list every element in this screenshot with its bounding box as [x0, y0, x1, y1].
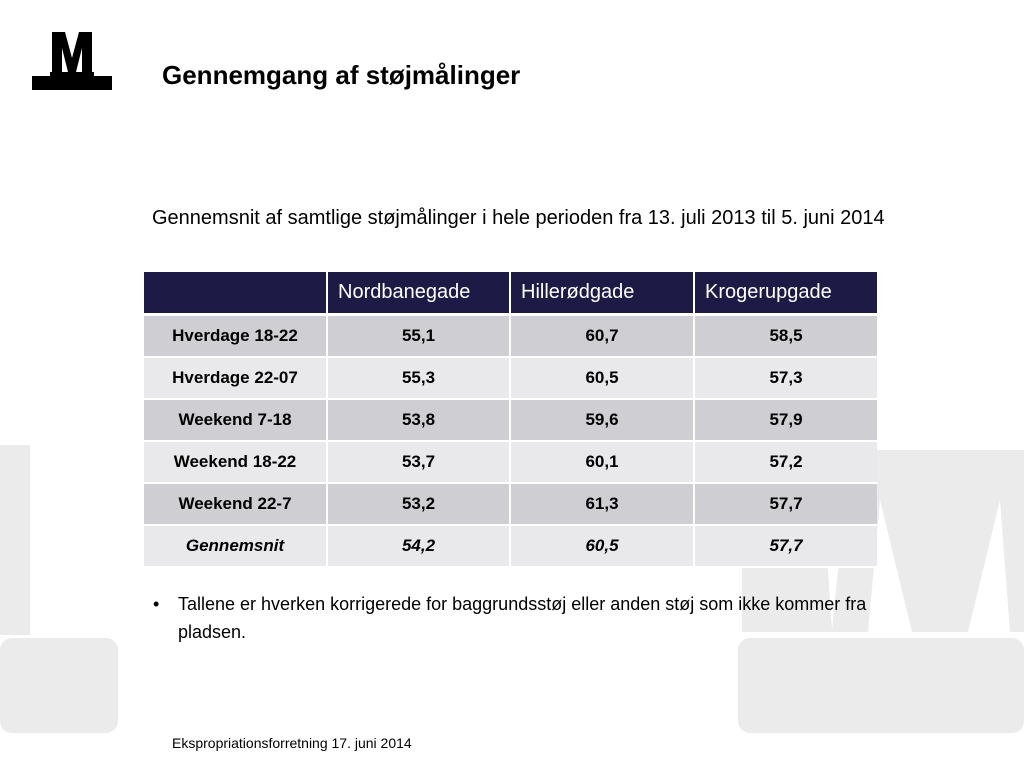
table-header-row: Nordbanegade Hillerødgade Krogerupgade	[144, 272, 877, 316]
table-cell: 61,3	[510, 483, 695, 526]
noise-measurement-table: Nordbanegade Hillerødgade Krogerupgade H…	[144, 272, 877, 568]
slide-footer: Ekspropriationsforretning 17. juni 2014	[172, 735, 412, 751]
table-cell: 60,5	[510, 357, 695, 400]
average-cell: 60,5	[510, 524, 695, 568]
table-cell: 60,1	[510, 441, 695, 484]
row-label: Weekend 18-22	[144, 441, 328, 484]
table-cell: 55,3	[327, 357, 511, 400]
table-cell: 59,6	[510, 399, 695, 442]
metro-m-logo	[32, 32, 112, 90]
table-cell: 55,1	[327, 314, 511, 358]
average-cell: 57,7	[694, 524, 877, 568]
table-row: Hverdage 18-22 55,1 60,7 58,5	[144, 314, 877, 358]
page-title: Gennemgang af støjmålinger	[162, 60, 521, 90]
table-cell: 53,8	[327, 399, 511, 442]
table-cell: 57,9	[694, 399, 877, 442]
average-row: Gennemsnit 54,2 60,5 57,7	[144, 524, 877, 568]
row-label: Weekend 7-18	[144, 399, 328, 442]
table-cell: 53,2	[327, 483, 511, 526]
average-label: Gennemsnit	[144, 524, 328, 568]
table-row: Weekend 7-18 53,8 59,6 57,9	[144, 399, 877, 442]
row-label: Weekend 22-7	[144, 483, 328, 526]
bullet-point-icon: •	[153, 594, 160, 614]
bullet-note: • Tallene er hverken korrigerede for bag…	[153, 590, 873, 646]
table-cell: 58,5	[694, 314, 877, 358]
table-cell: 57,2	[694, 441, 877, 484]
header-krogerupgade: Krogerupgade	[694, 272, 877, 316]
table-row: Weekend 18-22 53,7 60,1 57,2	[144, 441, 877, 484]
row-label: Hverdage 18-22	[144, 314, 328, 358]
header-hillerodgade: Hillerødgade	[510, 272, 695, 316]
header-empty-cell	[144, 272, 328, 316]
table-row: Weekend 22-7 53,2 61,3 57,7	[144, 483, 877, 526]
table-caption: Gennemsnit af samtlige støjmålinger i he…	[152, 207, 885, 229]
average-cell: 54,2	[327, 524, 511, 568]
table-row: Hverdage 22-07 55,3 60,5 57,3	[144, 357, 877, 400]
table-cell: 57,7	[694, 483, 877, 526]
table-cell: 57,3	[694, 357, 877, 400]
row-label: Hverdage 22-07	[144, 357, 328, 400]
bullet-text: Tallene er hverken korrigerede for baggr…	[178, 594, 867, 642]
header-nordbanegade: Nordbanegade	[327, 272, 511, 316]
table-cell: 53,7	[327, 441, 511, 484]
table-cell: 60,7	[510, 314, 695, 358]
